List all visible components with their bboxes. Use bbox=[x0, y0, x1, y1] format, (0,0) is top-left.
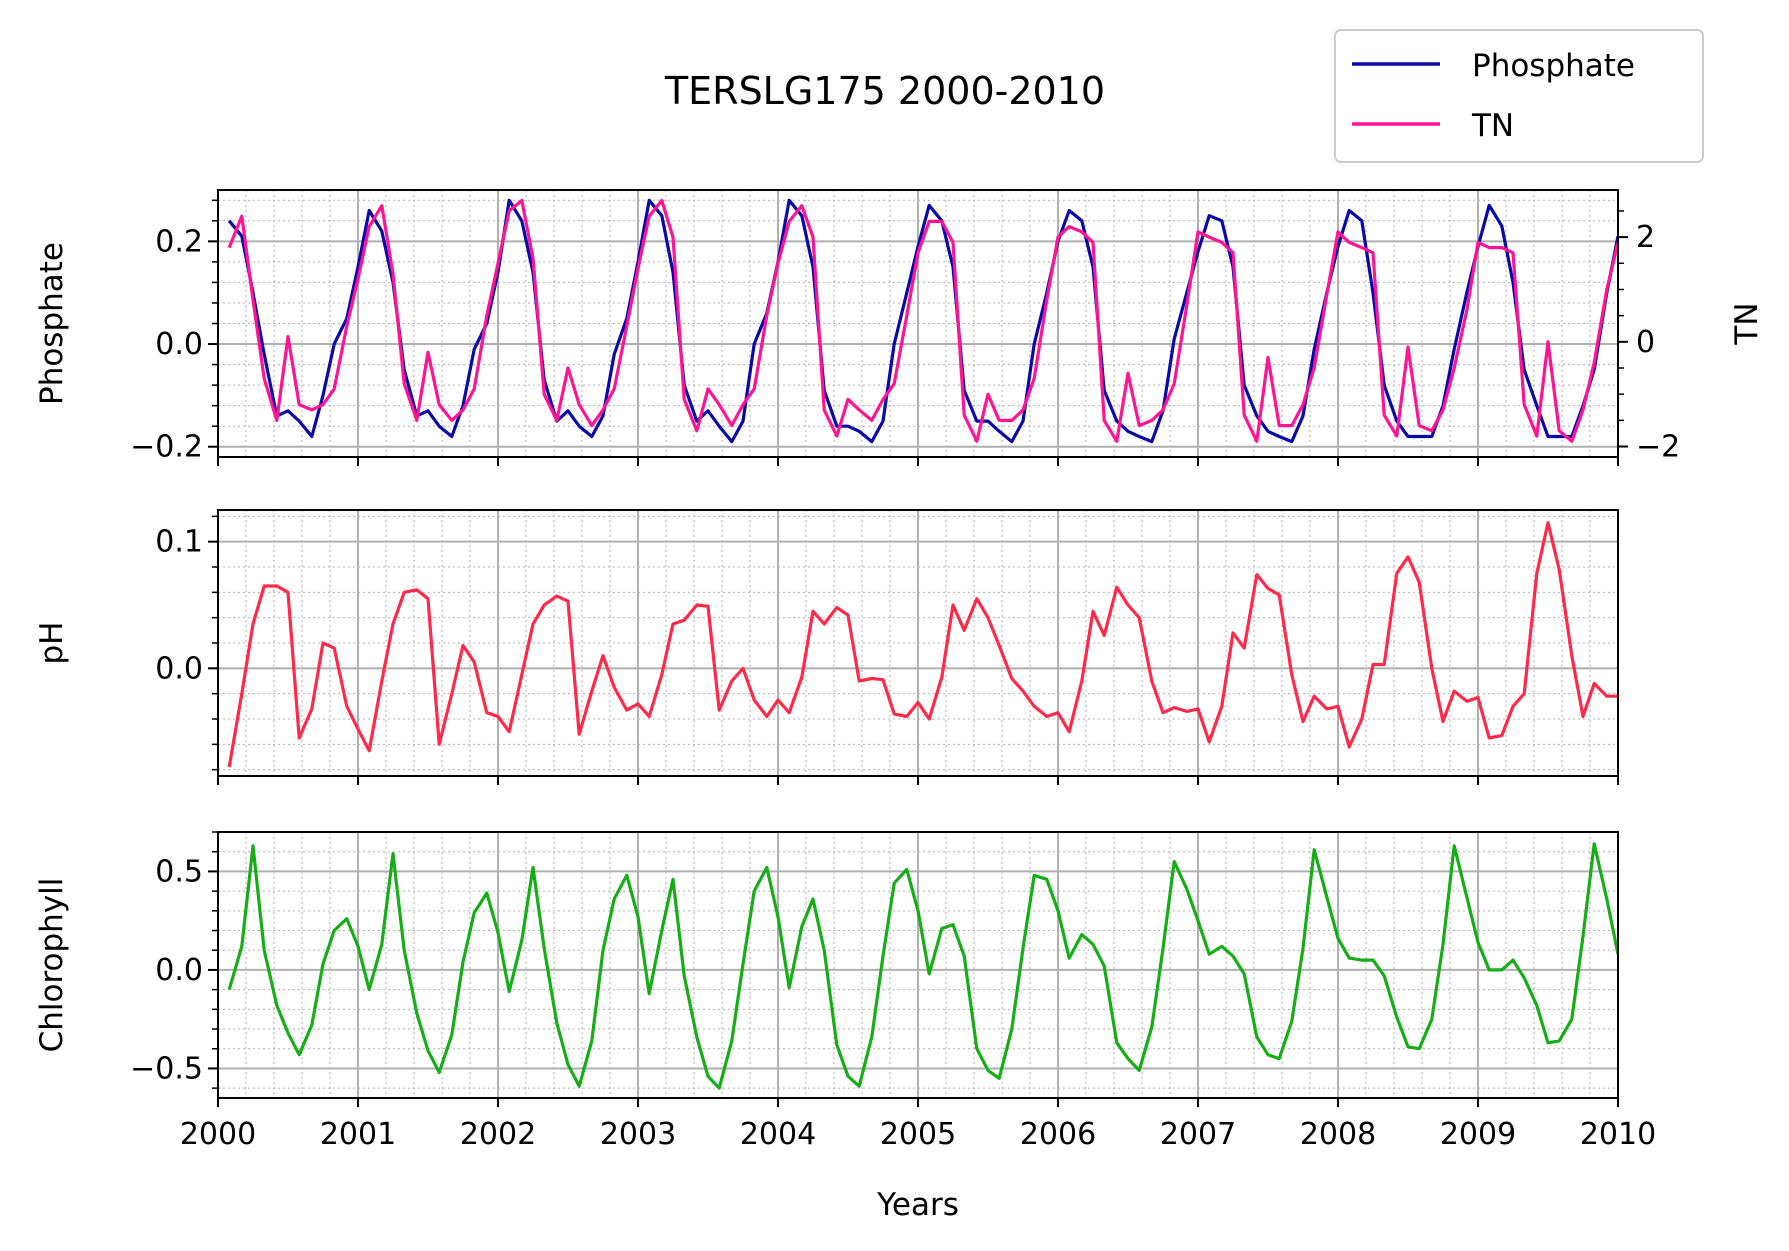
secondary-y-tick-label: 2 bbox=[1636, 220, 1655, 255]
series-line-chlorophyll bbox=[227, 842, 1618, 1090]
secondary-y-tick-label: −2 bbox=[1636, 430, 1680, 465]
y-tick-label: 0.1 bbox=[155, 525, 203, 560]
series-line-ph bbox=[227, 521, 1618, 768]
y-tick-label: 0.0 bbox=[155, 953, 203, 988]
x-tick-label: 2006 bbox=[1020, 1117, 1096, 1152]
plot-frame bbox=[217, 831, 1619, 1099]
chart-title: TERSLG175 2000-2010 bbox=[664, 69, 1105, 113]
x-tick-label: 2005 bbox=[880, 1117, 956, 1152]
x-tick-label: 2008 bbox=[1300, 1117, 1376, 1152]
x-axis-label: Years bbox=[876, 1187, 959, 1223]
y-tick-label: 0.0 bbox=[155, 327, 203, 362]
y-axis-label: Phosphate bbox=[34, 242, 70, 405]
x-tick-label: 2001 bbox=[320, 1117, 396, 1152]
plot-frame bbox=[217, 189, 1619, 458]
series-line-tn bbox=[227, 198, 1618, 443]
legend: Phosphate TN bbox=[1334, 29, 1704, 163]
x-tick-label: 2003 bbox=[600, 1117, 676, 1152]
y-axis-label: pH bbox=[34, 622, 70, 665]
legend-label-tn: TN bbox=[1471, 108, 1514, 144]
y-tick-label: −0.5 bbox=[130, 1051, 203, 1086]
y-tick-label: 0.2 bbox=[155, 224, 203, 259]
x-tick-label: 2002 bbox=[460, 1117, 536, 1152]
x-tick-label: 2007 bbox=[1160, 1117, 1236, 1152]
y-tick-label: −0.2 bbox=[130, 430, 203, 465]
legend-label-phosphate: Phosphate bbox=[1472, 48, 1635, 84]
y-tick-label: 0.0 bbox=[155, 651, 203, 686]
secondary-y-tick-label: 0 bbox=[1636, 325, 1655, 360]
x-tick-label: 2004 bbox=[740, 1117, 816, 1152]
x-tick-label: 2000 bbox=[180, 1117, 256, 1152]
y-tick-label: 0.5 bbox=[155, 854, 203, 889]
x-tick-label: 2009 bbox=[1440, 1117, 1516, 1152]
y-axis-label: Chlorophyll bbox=[34, 878, 70, 1053]
phosphate-tn-panel: 0.2 0.0 −0.2 2 0 −2 TN Phosphate bbox=[34, 189, 1765, 466]
ph-panel: 0.1 0.0 pH bbox=[34, 509, 1619, 785]
plot-frame bbox=[217, 509, 1619, 777]
chlorophyll-panel: 0.5 0.0 −0.5 Chlorophyll 2000 2001 2002 2003 200… bbox=[34, 831, 1656, 1152]
x-tick-label: 2010 bbox=[1580, 1117, 1656, 1152]
secondary-y-axis-label: TN bbox=[1729, 302, 1765, 345]
grid bbox=[208, 510, 1619, 785]
